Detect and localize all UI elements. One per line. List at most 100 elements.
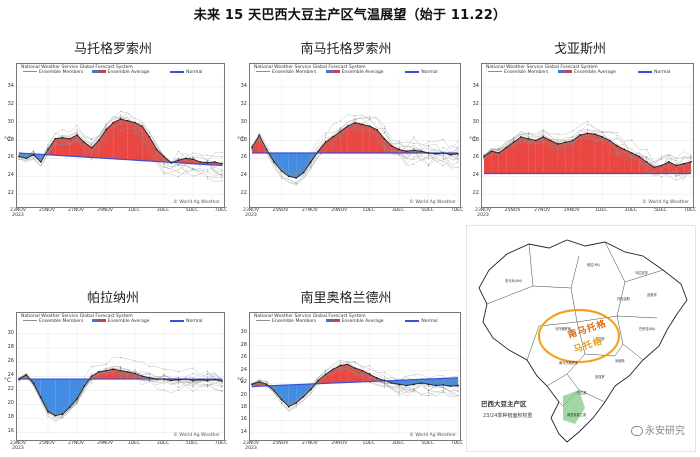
ensemble-member-point bbox=[587, 120, 588, 122]
ensemble-member-point bbox=[91, 152, 92, 154]
chart-title: 戈亚斯州 bbox=[553, 42, 606, 57]
ensemble-member-point bbox=[62, 129, 63, 131]
ensemble-member-point bbox=[207, 175, 208, 177]
ensemble-average-point bbox=[280, 398, 283, 401]
ensemble-member-point bbox=[398, 153, 400, 155]
ensemble-member-point bbox=[310, 166, 312, 168]
x-tick-label: 7DEC bbox=[450, 441, 464, 446]
ensemble-member-point bbox=[91, 144, 92, 146]
ensemble-member-point bbox=[616, 150, 618, 152]
ensemble-member-point bbox=[178, 387, 179, 389]
ensemble-average-point bbox=[287, 175, 290, 178]
ensemble-average-point bbox=[199, 161, 202, 163]
ensemble-average-point bbox=[420, 382, 423, 384]
legend-swatch-normal bbox=[405, 70, 420, 73]
ensemble-average-point bbox=[177, 159, 180, 162]
ensemble-member-point bbox=[47, 412, 49, 414]
ensemble-average-point bbox=[54, 414, 57, 417]
ensemble-member-point bbox=[134, 133, 136, 135]
ensemble-average-point bbox=[346, 125, 349, 128]
x-tick-label: 25NOV bbox=[39, 441, 55, 446]
y-tick-label: 28 bbox=[472, 136, 479, 143]
ensemble-member-point bbox=[513, 143, 515, 145]
ensemble-member-point bbox=[457, 375, 459, 377]
ensemble-member-point bbox=[457, 389, 459, 391]
ensemble-member-point bbox=[105, 142, 107, 144]
y-tick-label: 32 bbox=[7, 100, 14, 107]
x-tick-label: 27NOV bbox=[68, 208, 84, 213]
ensemble-member-point bbox=[178, 377, 179, 379]
ensemble-member-point bbox=[631, 156, 633, 158]
ensemble-member-point bbox=[325, 369, 327, 371]
ensemble-member-point bbox=[163, 163, 165, 165]
ensemble-average-point bbox=[251, 383, 253, 386]
ensemble-member-point bbox=[457, 140, 459, 142]
ensemble-average-point bbox=[449, 385, 452, 388]
y-tick-label: 30 bbox=[7, 118, 14, 125]
map-caption: 巴西大豆主产区 bbox=[481, 400, 527, 408]
map-subtitle: 23/24季种植面积权重 bbox=[483, 413, 533, 419]
watermark: 永安研究 bbox=[631, 422, 685, 437]
ensemble-member-point bbox=[354, 369, 356, 371]
legend-system: National Weather Service Global Forecast… bbox=[21, 65, 133, 70]
ensemble-member-point bbox=[134, 371, 136, 373]
ensemble-average-point bbox=[97, 139, 100, 142]
map-state-label: 米纳斯 bbox=[615, 358, 625, 363]
ensemble-member-point bbox=[178, 176, 179, 178]
ensemble-member-point bbox=[310, 168, 312, 170]
ensemble-average-point bbox=[361, 369, 364, 372]
ensemble-member-point bbox=[310, 154, 312, 156]
ensemble-member-point bbox=[383, 125, 385, 127]
ensemble-member-point bbox=[120, 124, 121, 126]
ensemble-member-point bbox=[631, 148, 633, 150]
x-tick-label: 27NOV bbox=[301, 208, 318, 213]
ensemble-member-point bbox=[457, 395, 459, 397]
ensemble-member-point bbox=[178, 383, 179, 385]
ensemble-member-point bbox=[383, 383, 385, 385]
ensemble-member-point bbox=[207, 171, 208, 173]
ensemble-member-point bbox=[62, 417, 63, 419]
ensemble-member-point bbox=[134, 374, 136, 376]
ensemble-member-point bbox=[398, 150, 400, 152]
x-tick-label: 29NOV bbox=[97, 208, 113, 213]
ensemble-member-point bbox=[192, 381, 194, 383]
ensemble-average-point bbox=[623, 148, 626, 151]
ensemble-member-point bbox=[192, 175, 194, 177]
ensemble-member-point bbox=[442, 392, 444, 394]
ensemble-member-point bbox=[310, 385, 312, 387]
ensemble-member-point bbox=[442, 380, 444, 382]
ensemble-member-point bbox=[295, 175, 297, 177]
ensemble-average-point bbox=[368, 373, 371, 376]
ensemble-member-point bbox=[442, 375, 444, 377]
ensemble-member-point bbox=[134, 123, 136, 125]
ensemble-member-point bbox=[105, 128, 107, 130]
ensemble-average-point bbox=[47, 148, 49, 151]
ensemble-member-point bbox=[428, 148, 430, 150]
ensemble-average-point bbox=[213, 378, 216, 381]
ensemble-member-point bbox=[149, 147, 150, 149]
ensemble-member-point bbox=[369, 368, 371, 370]
ensemble-member-point bbox=[660, 171, 662, 173]
ensemble-member-point bbox=[62, 144, 63, 146]
ensemble-member-point bbox=[527, 136, 529, 138]
ensemble-member-point bbox=[690, 169, 692, 171]
ensemble-average-point bbox=[192, 379, 194, 382]
legend-swatch-average bbox=[91, 319, 106, 322]
x-tick-label: 3DEC bbox=[156, 441, 170, 446]
ensemble-member-point bbox=[428, 394, 430, 396]
ensemble-member-point bbox=[339, 366, 341, 368]
ensemble-member-point bbox=[178, 389, 179, 391]
ensemble-member-point bbox=[91, 382, 92, 384]
legend-system: National Weather Service Global Forecast… bbox=[486, 65, 598, 70]
normal-line bbox=[251, 377, 459, 388]
ensemble-member-point bbox=[457, 158, 459, 160]
anomaly-warm-fill bbox=[120, 119, 128, 160]
chart-svg bbox=[250, 327, 460, 436]
ensemble-member-point bbox=[428, 158, 430, 160]
ensemble-member-point bbox=[120, 367, 121, 369]
ensemble-member-point bbox=[398, 140, 400, 142]
ensemble-average-point bbox=[667, 161, 670, 163]
ensemble-member-point bbox=[354, 130, 356, 132]
y-tick-label: 14 bbox=[240, 428, 247, 435]
